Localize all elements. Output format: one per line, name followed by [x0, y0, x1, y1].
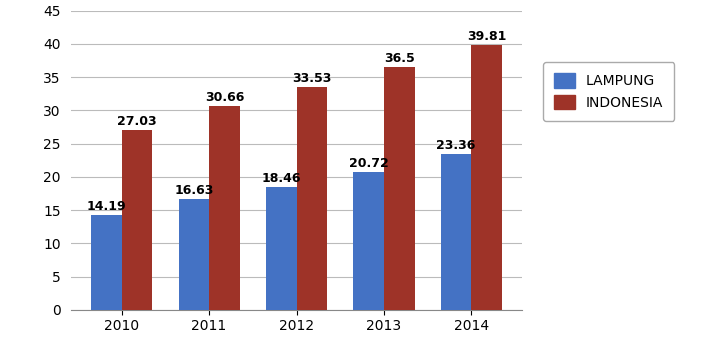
Bar: [209, 106, 240, 310]
Text: 27.03: 27.03: [117, 115, 157, 128]
Bar: [472, 45, 502, 310]
Bar: [121, 130, 152, 310]
Bar: [91, 215, 121, 310]
Text: 39.81: 39.81: [467, 30, 506, 43]
Bar: [441, 155, 472, 310]
Bar: [266, 187, 297, 310]
Text: 18.46: 18.46: [261, 172, 301, 185]
Bar: [179, 199, 209, 310]
Text: 16.63: 16.63: [174, 184, 213, 197]
Legend: LAMPUNG, INDONESIA: LAMPUNG, INDONESIA: [543, 62, 674, 121]
Text: 20.72: 20.72: [349, 157, 388, 170]
Bar: [384, 67, 414, 310]
Bar: [297, 87, 327, 310]
Bar: [353, 172, 384, 310]
Text: 30.66: 30.66: [205, 91, 244, 104]
Text: 33.53: 33.53: [292, 72, 332, 85]
Text: 23.36: 23.36: [436, 139, 476, 152]
Text: 14.19: 14.19: [87, 200, 126, 213]
Text: 36.5: 36.5: [384, 52, 414, 65]
